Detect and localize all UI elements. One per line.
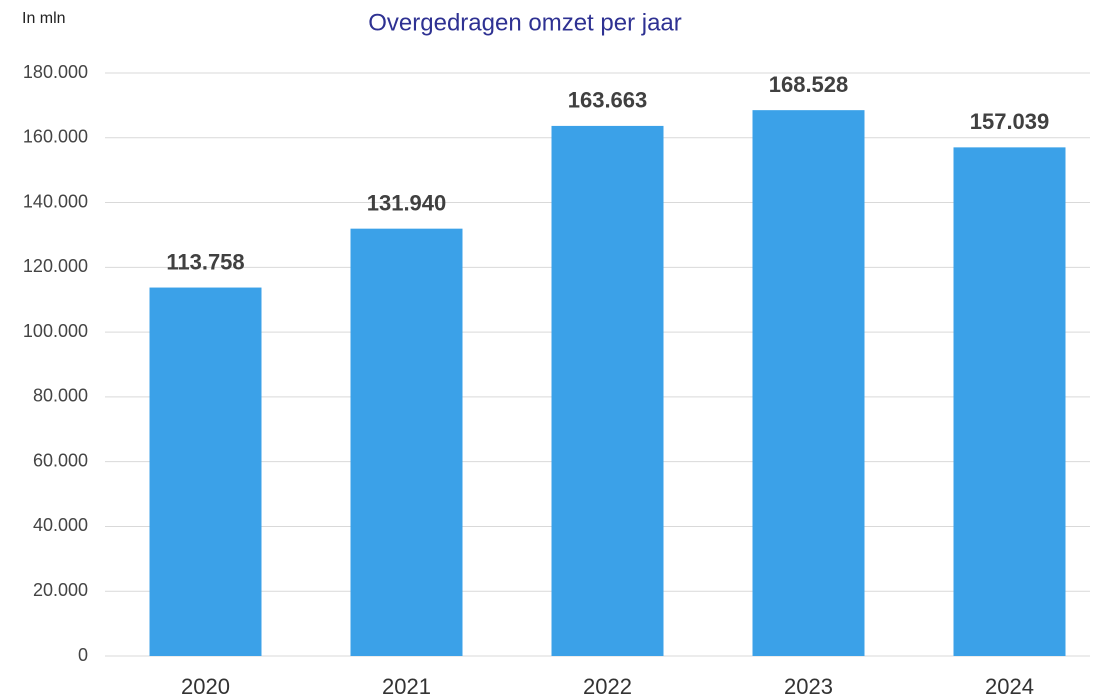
data-label: 168.528 bbox=[769, 72, 849, 97]
y-tick-label: 60.000 bbox=[33, 450, 88, 470]
x-tick-label: 2023 bbox=[784, 674, 833, 699]
bar bbox=[149, 287, 262, 656]
y-tick-label: 100.000 bbox=[23, 321, 88, 341]
y-tick-label: 0 bbox=[78, 645, 88, 665]
x-tick-label: 2022 bbox=[583, 674, 632, 699]
bar bbox=[350, 228, 463, 656]
chart-title: Overgedragen omzet per jaar bbox=[368, 9, 682, 36]
y-tick-label: 80.000 bbox=[33, 386, 88, 406]
y-tick-label: 120.000 bbox=[23, 256, 88, 276]
bar bbox=[752, 110, 865, 656]
y-tick-label: 180.000 bbox=[23, 62, 88, 82]
data-label: 157.039 bbox=[970, 109, 1050, 134]
bar bbox=[551, 125, 664, 657]
x-tick-label: 2021 bbox=[382, 674, 431, 699]
data-label: 163.663 bbox=[568, 88, 648, 113]
x-tick-label: 2024 bbox=[985, 674, 1034, 699]
x-tick-label: 2020 bbox=[181, 674, 230, 699]
y-tick-label: 20.000 bbox=[33, 580, 88, 600]
y-tick-label: 160.000 bbox=[23, 127, 88, 147]
y-tick-label: 40.000 bbox=[33, 515, 88, 535]
data-label: 131.940 bbox=[367, 190, 447, 215]
bar bbox=[953, 147, 1066, 656]
data-label: 113.758 bbox=[166, 249, 244, 274]
y-tick-label: 140.000 bbox=[23, 191, 88, 211]
y-axis-label: In mln bbox=[22, 10, 66, 27]
